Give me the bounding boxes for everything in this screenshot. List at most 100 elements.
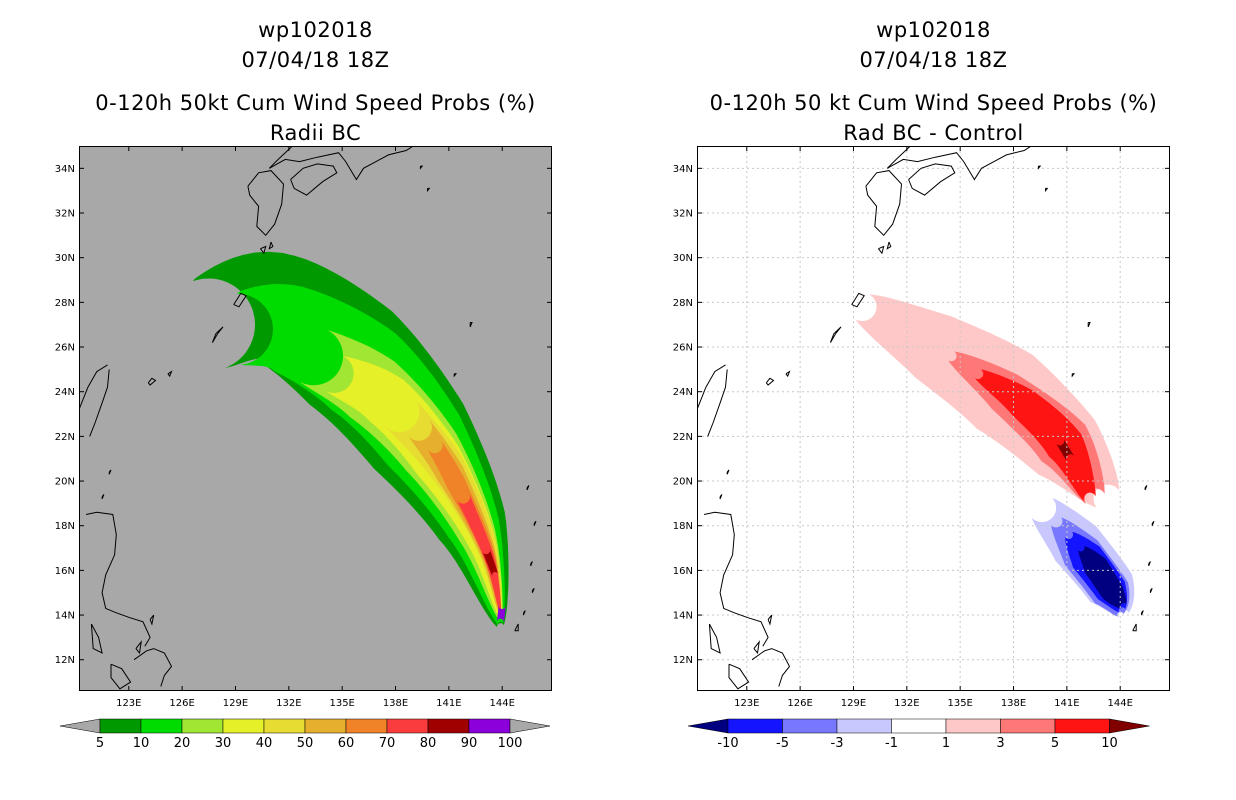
coastline-segment (707, 369, 728, 437)
coastline-segment (419, 165, 424, 170)
coastline-segment (233, 292, 247, 308)
plume-level-neg10 (1078, 545, 1127, 609)
coastline-segment (767, 614, 773, 626)
coastline-segment (85, 511, 151, 647)
coastline-segment (211, 326, 224, 343)
coastline-segment (1045, 187, 1049, 193)
colorbar-cell (140, 718, 183, 734)
coastline-segment (268, 241, 274, 250)
coastline-segment (90, 623, 103, 654)
colorbar-label: 10 (133, 736, 150, 751)
y-tick-label: 12N (55, 655, 75, 666)
y-tick-label: 30N (673, 253, 693, 264)
plume-level-10 (237, 284, 505, 625)
y-tick-label: 26N (673, 343, 693, 354)
x-tick-label: 138E (1001, 698, 1026, 709)
coastline-segment (708, 623, 721, 654)
left-map-frame (79, 146, 552, 691)
coastline-segment (1149, 587, 1153, 593)
colorbar-cell (386, 718, 429, 734)
y-tick-label: 32N (673, 209, 693, 220)
colorbar-label: 50 (297, 736, 314, 751)
coastline-segment (829, 326, 842, 343)
coastline-segment (453, 373, 458, 378)
coastline-segment (703, 511, 769, 647)
colorbar-cell (727, 718, 783, 734)
y-tick-label: 14N (673, 611, 693, 622)
x-tick-label: 129E (223, 698, 248, 709)
left-plume-layer (192, 251, 509, 628)
coastline-segment (290, 163, 338, 196)
left-title-storm: wp102018 (258, 18, 373, 42)
coastline-segment (728, 663, 750, 690)
colorbar-label: 90 (461, 736, 478, 751)
colorbar-high-arrow (1109, 718, 1150, 734)
plume-level-70 (456, 493, 502, 613)
coastline-segment (427, 187, 431, 193)
y-tick-label: 34N (55, 164, 75, 175)
x-tick-label: 135E (947, 698, 972, 709)
colorbar-cell (891, 718, 947, 734)
colorbar-label: -5 (776, 736, 789, 751)
x-tick-label: 141E (1054, 698, 1079, 709)
colorbar-cell (263, 718, 306, 734)
left-title-product: 0-120h 50kt Cum Wind Speed Probs (%) (95, 91, 536, 115)
colorbar-cell (99, 718, 142, 734)
x-tick-label: 144E (1108, 698, 1133, 709)
y-tick-label: 14N (55, 611, 75, 622)
colorbar-label: 20 (174, 736, 191, 751)
x-tick-label: 144E (490, 698, 515, 709)
coastline-segment (108, 469, 112, 475)
left-axis-labels: 123E 126E 129E 132E 135E 138E 141E 144E 12N 14N 16… (55, 164, 515, 709)
coastline-segment (908, 163, 956, 196)
coastline-segment (851, 292, 865, 308)
left-coastline-layer (79, 146, 537, 690)
right-plume-layer (855, 294, 1135, 618)
y-tick-label: 20N (673, 477, 693, 488)
coastline-segment (533, 520, 537, 526)
x-tick-label: 132E (894, 698, 919, 709)
y-tick-label: 28N (673, 298, 693, 309)
coastline-segment (1071, 373, 1076, 378)
colorbar-label: 10 (1101, 736, 1118, 751)
x-tick-label: 129E (841, 698, 866, 709)
coastline-segment (765, 377, 775, 386)
coastline-segment (133, 648, 173, 687)
plume-level-40 (383, 398, 502, 616)
coastline-segment (785, 370, 791, 378)
coastline-segment (247, 170, 285, 237)
colorbar-cell (468, 718, 511, 734)
y-tick-label: 16N (673, 566, 693, 577)
y-tick-label: 30N (55, 253, 75, 264)
colorbar-label: -3 (831, 736, 844, 751)
coastline-segment (89, 369, 110, 437)
coastline-segment (149, 614, 155, 626)
coastline-segment (865, 170, 903, 237)
coastline-segment (726, 469, 730, 475)
colorbar-high-arrow (509, 718, 551, 734)
colorbar-label: -10 (717, 736, 738, 751)
coastline-segment (886, 241, 892, 250)
colorbar-cell (304, 718, 347, 734)
y-tick-label: 24N (673, 387, 693, 398)
plume-level-50 (407, 419, 502, 616)
y-tick-label: 28N (55, 298, 75, 309)
colorbar-cell (427, 718, 470, 734)
plume-level-60 (427, 441, 502, 613)
coastline-segment (887, 146, 1032, 181)
right-grid-layer (697, 146, 1170, 691)
coastline-segment (514, 623, 519, 632)
coastline-segment (523, 610, 526, 616)
coastline-segment (167, 370, 173, 378)
coastline-segment (1037, 165, 1042, 170)
left-title-variant: Radii BC (269, 121, 362, 145)
coastline-segment (469, 322, 473, 328)
colorbar-label: 80 (420, 736, 437, 751)
y-tick-label: 12N (673, 655, 693, 666)
x-tick-label: 123E (734, 698, 759, 709)
x-tick-label: 135E (329, 698, 354, 709)
plume-level-100 (496, 605, 506, 623)
coastline-segment (531, 587, 535, 593)
y-tick-label: 20N (55, 477, 75, 488)
coastline-segment (1148, 561, 1151, 567)
